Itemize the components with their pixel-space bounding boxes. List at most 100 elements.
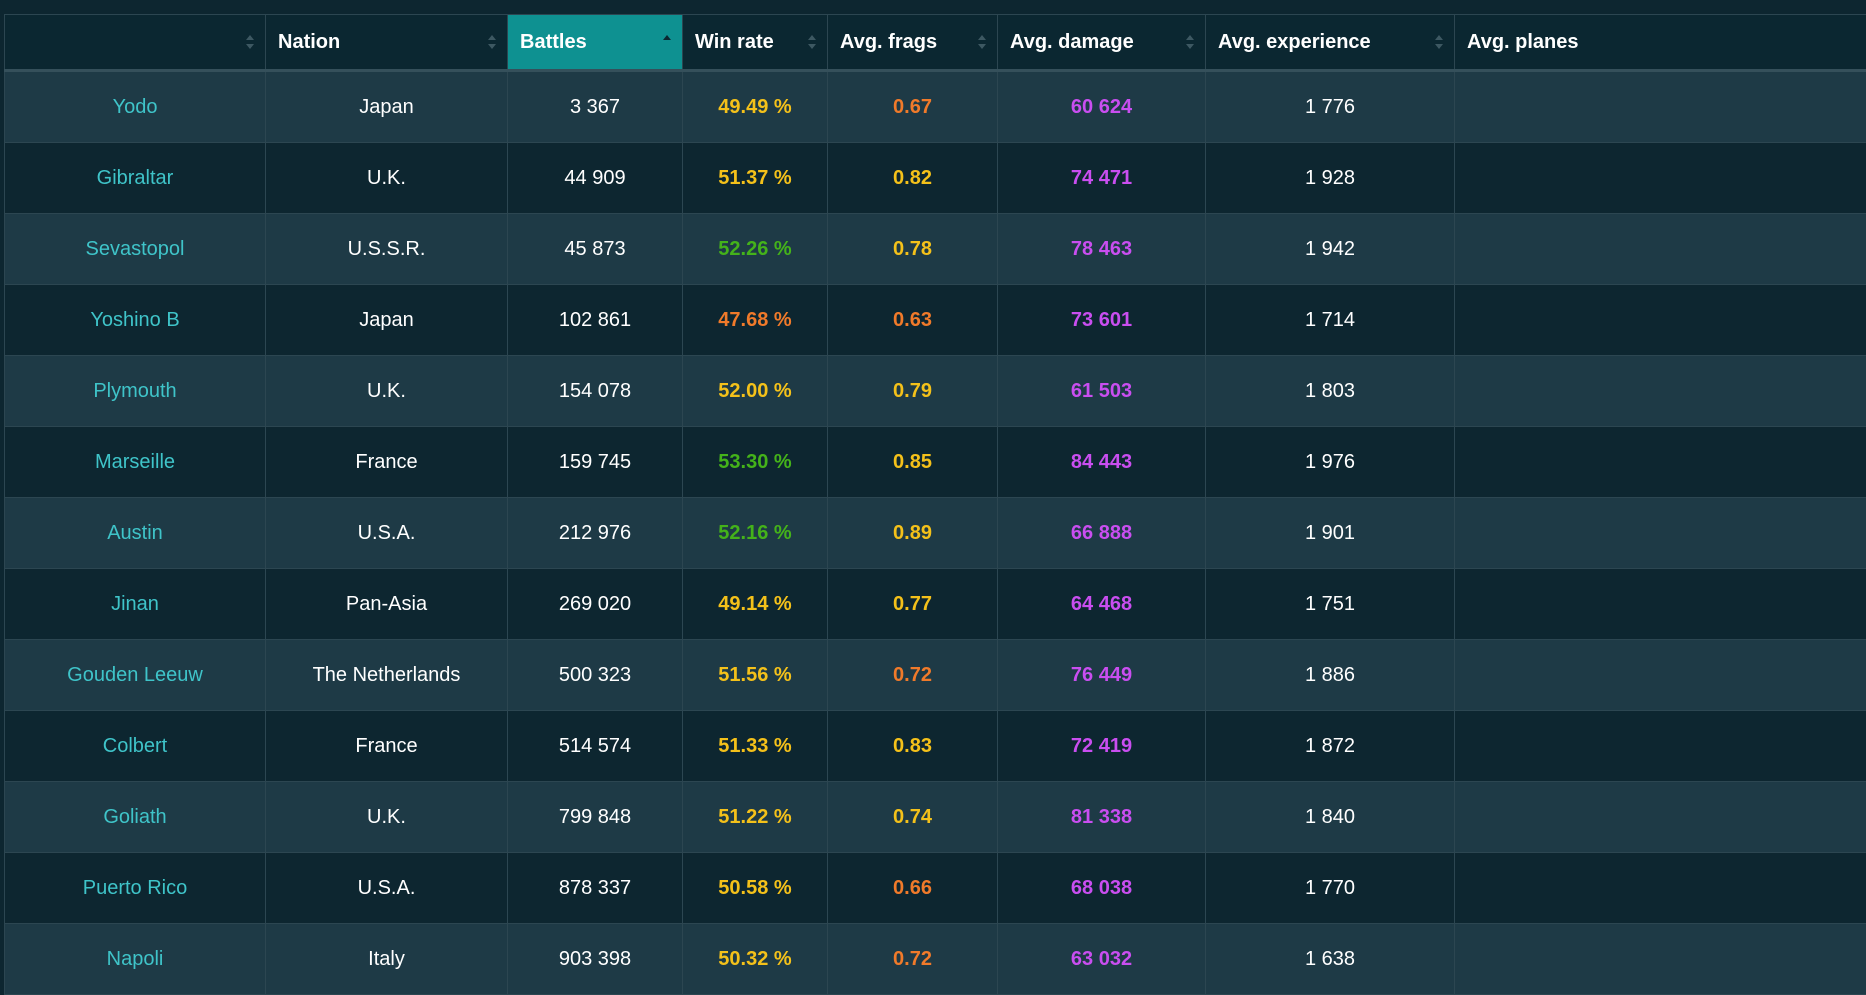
column-header-label: Win rate (695, 31, 774, 53)
column-header-label: Avg. experience (1218, 31, 1371, 53)
avg-frags-cell: 0.72 (828, 640, 998, 711)
ship-name-link[interactable]: Colbert (103, 735, 167, 757)
nation-cell: U.S.S.R. (348, 238, 426, 260)
avg-damage-cell: 73 601 (998, 285, 1206, 356)
nation-cell: U.K. (266, 356, 508, 427)
avg-frags-cell: 0.72 (893, 948, 932, 970)
avg-planes-cell (1455, 711, 1866, 782)
ship-name-cell: Puerto Rico (5, 853, 266, 924)
avg-planes-cell (1455, 498, 1866, 569)
column-header-battles[interactable]: Battles (508, 15, 683, 71)
ship-name-cell: Yoshino B (5, 285, 266, 356)
ship-name-cell: Gibraltar (5, 143, 266, 214)
ship-name-link[interactable]: Goliath (103, 806, 166, 828)
nation-cell: Japan (266, 285, 508, 356)
avg-frags-cell: 0.89 (893, 522, 932, 544)
ship-name-cell: Jinan (5, 569, 266, 640)
ship-name-link[interactable]: Gibraltar (97, 167, 174, 189)
avg-frags-cell: 0.72 (828, 924, 998, 995)
column-header-nation[interactable]: Nation (266, 15, 508, 71)
ship-name-cell: Austin (5, 498, 266, 569)
ship-name-cell: Yodo (5, 71, 266, 143)
battles-cell: 269 020 (508, 569, 683, 640)
column-header-ship[interactable] (5, 15, 266, 71)
avg-planes-cell (1455, 214, 1866, 285)
avg-damage-cell: 78 463 (1071, 238, 1132, 260)
avg-experience-cell: 1 751 (1305, 593, 1355, 615)
avg-planes-cell (1455, 356, 1866, 427)
win-rate-cell: 51.33 % (718, 735, 791, 757)
win-rate-cell: 51.22 % (718, 806, 791, 828)
nation-cell: The Netherlands (313, 664, 461, 686)
ship-name-link[interactable]: Jinan (111, 593, 159, 615)
ship-name-link[interactable]: Plymouth (93, 380, 176, 402)
ship-name-link[interactable]: Austin (107, 522, 163, 544)
column-header-avg-experience[interactable]: Avg. experience (1206, 15, 1455, 71)
column-header-avg-damage[interactable]: Avg. damage (998, 15, 1206, 71)
avg-damage-cell: 78 463 (998, 214, 1206, 285)
battles-cell: 514 574 (508, 711, 683, 782)
battles-cell: 878 337 (508, 853, 683, 924)
avg-frags-cell: 0.77 (828, 569, 998, 640)
avg-planes-cell (1455, 924, 1866, 995)
avg-damage-cell: 60 624 (998, 71, 1206, 143)
battles-cell: 514 574 (559, 735, 631, 757)
avg-frags-cell: 0.85 (893, 451, 932, 473)
column-header-avg-frags[interactable]: Avg. frags (828, 15, 998, 71)
sort-icon (488, 35, 497, 49)
column-header-avg-planes[interactable]: Avg. planes (1455, 15, 1866, 71)
ship-name-link[interactable]: Yodo (113, 96, 158, 118)
column-header-win-rate[interactable]: Win rate (683, 15, 828, 71)
ship-name-link[interactable]: Sevastopol (86, 238, 185, 260)
avg-frags-cell: 0.67 (828, 71, 998, 143)
avg-experience-cell: 1 638 (1206, 924, 1455, 995)
avg-frags-cell: 0.78 (828, 214, 998, 285)
avg-frags-cell: 0.85 (828, 427, 998, 498)
avg-damage-cell: 76 449 (998, 640, 1206, 711)
avg-experience-cell: 1 840 (1206, 782, 1455, 853)
ship-name-link[interactable]: Yoshino B (90, 309, 179, 331)
avg-frags-cell: 0.78 (893, 238, 932, 260)
win-rate-cell: 50.58 % (683, 853, 828, 924)
sort-ascending-icon (663, 35, 672, 49)
ship-name-link[interactable]: Gouden Leeuw (67, 664, 203, 686)
win-rate-cell: 52.26 % (718, 238, 791, 260)
avg-planes-cell (1455, 71, 1866, 143)
column-header-label: Avg. damage (1010, 31, 1134, 53)
avg-damage-cell: 64 468 (998, 569, 1206, 640)
avg-experience-cell: 1 901 (1305, 522, 1355, 544)
ship-name-link[interactable]: Marseille (95, 451, 175, 473)
nation-cell: France (355, 451, 417, 473)
avg-frags-cell: 0.63 (893, 309, 932, 331)
avg-experience-cell: 1 901 (1206, 498, 1455, 569)
nation-cell: Japan (359, 96, 414, 118)
nation-cell: U.K. (266, 143, 508, 214)
avg-frags-cell: 0.66 (893, 877, 932, 899)
avg-frags-cell: 0.67 (893, 96, 932, 118)
sort-icon (978, 35, 987, 49)
avg-damage-cell: 68 038 (998, 853, 1206, 924)
win-rate-cell: 52.16 % (718, 522, 791, 544)
nation-cell: U.K. (367, 806, 406, 828)
sort-icon (1435, 35, 1444, 49)
avg-frags-cell: 0.63 (828, 285, 998, 356)
ship-name-link[interactable]: Napoli (107, 948, 164, 970)
column-header-label: Avg. planes (1467, 31, 1579, 53)
battles-cell: 45 873 (508, 214, 683, 285)
ship-name-link[interactable]: Puerto Rico (83, 877, 188, 899)
avg-damage-cell: 68 038 (1071, 877, 1132, 899)
avg-frags-cell: 0.82 (828, 143, 998, 214)
win-rate-cell: 52.16 % (683, 498, 828, 569)
avg-planes-cell (1455, 427, 1866, 498)
nation-cell: Pan-Asia (346, 593, 427, 615)
avg-experience-cell: 1 803 (1206, 356, 1455, 427)
avg-damage-cell: 72 419 (1071, 735, 1132, 757)
